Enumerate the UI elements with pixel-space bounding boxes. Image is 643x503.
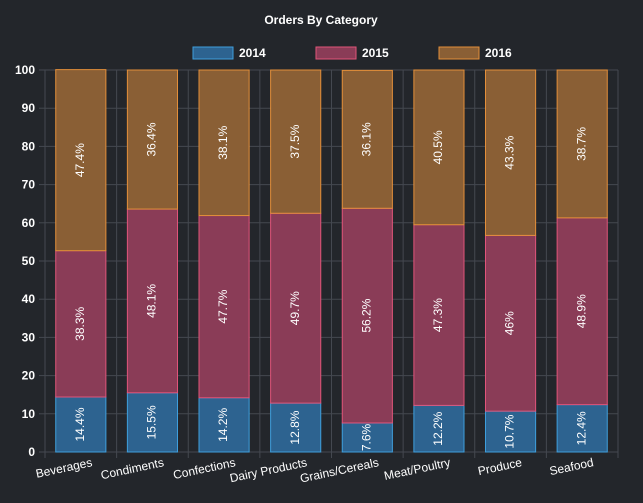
- bar-2015-1: [126, 208, 179, 394]
- data-label-2015-2: 47.7%: [216, 289, 230, 323]
- bar-2015-5: [413, 224, 465, 406]
- data-label-2015-7: 48.9%: [574, 294, 588, 328]
- legend-item-2015: 2015: [315, 46, 389, 60]
- bar-2015-4: [341, 207, 393, 424]
- data-label-2016-5: 40.5%: [431, 130, 445, 164]
- data-label-2015-1: 48.1%: [145, 284, 159, 318]
- data-label-2016-0: 47.4%: [73, 143, 87, 177]
- legend-label-2016: 2016: [485, 46, 512, 60]
- x-tick-label-3: Dairy Products: [228, 455, 308, 485]
- x-tick-label-5: Meat/Poultry: [383, 455, 452, 483]
- data-label-2014-5: 12.2%: [431, 411, 445, 445]
- bar-2016-3: [270, 69, 322, 214]
- y-tick-label-80: 80: [22, 139, 36, 153]
- bar-2015-0: [55, 250, 107, 398]
- data-label-2014-0: 14.4%: [73, 407, 87, 441]
- data-label-2016-7: 38.7%: [574, 127, 588, 161]
- y-tick-label-10: 10: [22, 407, 36, 421]
- bar-2015-6: [484, 234, 537, 412]
- data-label-2016-4: 36.1%: [359, 122, 373, 156]
- bar-2014-2: [198, 397, 250, 453]
- bar-2014-4: [341, 422, 393, 453]
- y-tick-label-40: 40: [22, 292, 36, 306]
- data-label-2016-1: 36.4%: [145, 122, 159, 156]
- legend-swatch-2015: [315, 46, 357, 60]
- bar-2016-5: [413, 69, 465, 226]
- data-label-2016-6: 43.3%: [503, 135, 517, 169]
- data-label-2014-2: 14.2%: [216, 408, 230, 442]
- data-label-2014-3: 12.8%: [288, 410, 302, 444]
- bar-2016-1: [126, 69, 179, 210]
- bar-2015-2: [198, 215, 250, 399]
- bar-2014-6: [484, 410, 537, 453]
- bar-2014-3: [270, 402, 322, 453]
- bar-2014-7: [556, 404, 608, 453]
- y-tick-label-20: 20: [22, 369, 36, 383]
- data-label-2015-3: 49.7%: [288, 291, 302, 325]
- y-tick-label-30: 30: [22, 330, 36, 344]
- y-tick-label-0: 0: [28, 445, 35, 459]
- bar-2014-0: [55, 396, 107, 453]
- chart-title: Orders By Category: [264, 13, 378, 27]
- y-tick-label-100: 100: [15, 63, 35, 77]
- data-label-2014-1: 15.5%: [145, 405, 159, 439]
- bar-2015-3: [270, 212, 322, 404]
- legend-swatch-2016: [438, 46, 480, 60]
- data-label-2014-7: 12.4%: [574, 411, 588, 445]
- legend-label-2014: 2014: [239, 46, 266, 60]
- legend-label-2015: 2015: [362, 46, 389, 60]
- x-tick-label-0: Beverages: [34, 455, 93, 481]
- bar-2016-6: [484, 69, 537, 236]
- legend-item-2016: 2016: [438, 46, 512, 60]
- y-tick-label-60: 60: [22, 216, 36, 230]
- y-tick-label-50: 50: [22, 254, 36, 268]
- legend-swatch-2014: [192, 46, 234, 60]
- data-label-2016-3: 37.5%: [288, 124, 302, 158]
- bar-2014-1: [126, 392, 179, 453]
- bar-2014-5: [413, 404, 465, 453]
- x-tick-label-6: Produce: [477, 455, 524, 478]
- x-tick-label-1: Condiments: [100, 455, 166, 482]
- data-label-2014-4: 7.6%: [359, 423, 373, 451]
- data-label-2015-0: 38.3%: [73, 306, 87, 340]
- data-label-2016-2: 38.1%: [216, 125, 230, 159]
- bar-2015-7: [556, 217, 608, 406]
- data-label-2014-6: 10.7%: [503, 414, 517, 448]
- y-tick-label-70: 70: [22, 178, 36, 192]
- y-tick-label-90: 90: [22, 101, 36, 115]
- bar-2016-2: [198, 69, 250, 217]
- x-tick-label-2: Confections: [172, 455, 237, 482]
- x-tick-label-7: Seafood: [548, 455, 595, 478]
- data-label-2015-5: 47.3%: [431, 298, 445, 332]
- bar-2016-0: [55, 69, 107, 252]
- x-tick-label-4: Grains/Cereals: [299, 455, 380, 485]
- bar-2016-7: [556, 69, 608, 219]
- data-label-2015-6: 46%: [503, 311, 517, 335]
- legend-item-2014: 2014: [192, 46, 266, 60]
- bar-2016-4: [341, 69, 393, 209]
- data-label-2015-4: 56.2%: [359, 298, 373, 332]
